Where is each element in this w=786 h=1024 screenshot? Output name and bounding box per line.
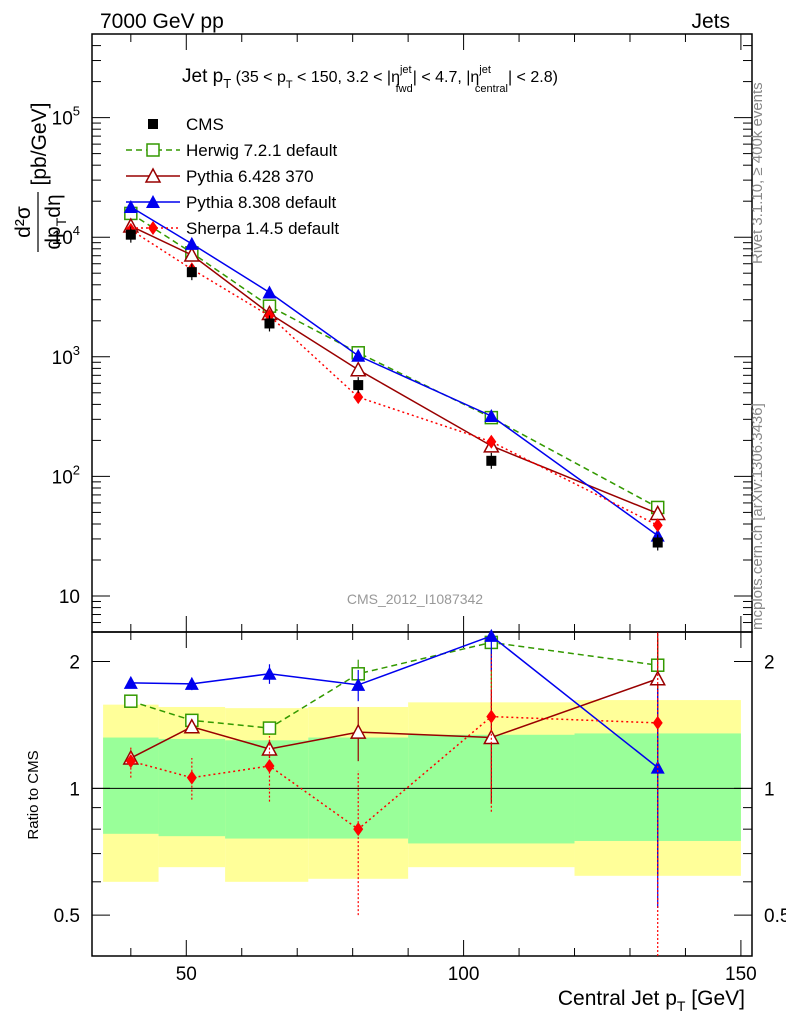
rivet-label: Rivet 3.1.10, ≥ 400k events [749,82,766,264]
point-pythia-8-308-default [123,199,138,213]
ratio-point-herwig-7-2-1-default [262,721,277,735]
ratio-point-sherpa-1-4-5-default [264,758,275,773]
svg-text:dpTdη: dpTdη [42,194,69,249]
point-pythia-8-308-default [484,408,499,422]
point-pythia-8-308-default [262,285,277,299]
ratio-point-sherpa-1-4-5-default [652,715,663,730]
ratio-tick-label-left: 1 [69,779,80,800]
point-pythia-8-308-default [184,236,199,250]
legend-label: Herwig 7.2.1 default [186,141,337,160]
point-sherpa-1-4-5-default [652,518,663,533]
ratio-point-sherpa-1-4-5-default [486,709,497,724]
ratio-point-pythia-8-308-default [123,675,138,689]
x-tick-label: 150 [725,964,757,985]
ratio-point-sherpa-1-4-5-default [353,822,364,837]
chart-title: Jet pT (35 < pT < 150, 3.2 < |ηjet fwd| <… [182,64,558,95]
ratio-tick-label-right: 0.5 [764,906,786,927]
analysis-id: CMS_2012_I1087342 [347,591,483,607]
legend-label: Pythia 6.428 370 [186,167,314,186]
legend-label: Sherpa 1.4.5 default [186,219,339,238]
ratio-y-label: Ratio to CMS [25,750,42,839]
ratio-line-sherpa-1-4-5-default [130,715,658,831]
point-pythia-6-428-370 [349,361,367,377]
header-process: Jets [691,10,730,33]
axis-ticks [92,33,752,956]
band-inner-bin [225,740,309,839]
series-line-herwig-7-2-1-default [130,212,659,509]
y-tick-label: 105 [52,104,80,130]
ratio-point-herwig-7-2-1-default [124,694,138,708]
point-pythia-6-428-370 [183,246,201,262]
ratio-tick-label-left: 2 [69,653,80,674]
y-axis-label: d²σ dpTdη [pb/GeV] [12,103,69,252]
ratio-tick-label-left: 0.5 [54,906,80,927]
ratio-point-pythia-6-428-370 [183,718,201,734]
cms-point [125,229,136,240]
legend-marker [146,143,160,157]
legend: CMS Herwig 7.2.1 default Pythia 6.428 370 P… [126,115,339,238]
legend-marker [146,195,160,208]
main-series [122,199,666,542]
ratio-point-pythia-8-308-default [484,628,499,642]
x-axis-label: Central Jet pT [GeV] [558,987,745,1014]
svg-text:d²σ: d²σ [12,206,35,238]
cms-point [353,380,364,391]
ratio-series [122,628,666,956]
ratio-point-pythia-8-308-default [262,666,277,680]
y-tick-label: 104 [52,223,80,249]
ratio-tick-label-right: 2 [764,653,775,674]
ratio-point-pythia-6-428-370 [349,723,367,739]
cms-data-points [125,226,663,551]
x-tick-label: 50 [176,964,197,985]
series-line-pythia-6-428-370 [130,225,658,515]
ratio-line-herwig-7-2-1-default [130,641,658,729]
tick-labels: 50 100 150 10 102 103 104 105 0.5 0.5 1 1 2 2 [52,104,786,985]
y-tick-label: 102 [52,462,80,488]
legend-label: CMS [186,115,224,134]
series-line-sherpa-1-4-5-default [130,229,659,526]
ratio-point-sherpa-1-4-5-default [125,754,136,769]
y-tick-label: 103 [52,343,80,369]
point-sherpa-1-4-5-default [353,390,364,405]
mcplots-label: mcplots.cern.ch [arXiv:1306.3436] [749,403,766,630]
ratio-line-pythia-8-308-default [130,635,659,769]
legend-marker [148,221,158,235]
legend-label: Pythia 8.308 default [186,193,337,212]
ratio-tick-label-right: 1 [764,779,775,800]
cms-point [186,267,197,278]
legend-marker [144,167,162,183]
ratio-point-sherpa-1-4-5-default [186,770,197,785]
ratio-point-pythia-8-308-default [184,676,199,690]
cms-point [652,537,663,548]
y-tick-label: 10 [59,587,80,608]
point-sherpa-1-4-5-default [486,434,497,449]
ratio-point-pythia-8-308-default [351,677,366,691]
series-line-pythia-8-308-default [130,206,659,537]
svg-text:[pb/GeV]: [pb/GeV] [28,103,51,186]
ratio-line-pythia-6-428-370 [130,678,658,759]
point-pythia-8-308-default [351,348,366,362]
header-energy: 7000 GeV pp [100,10,224,33]
cms-point [486,455,497,466]
ratio-plot-frame [91,631,753,957]
cms-point [264,318,275,329]
legend-marker [148,119,158,129]
x-tick-label: 100 [448,964,480,985]
